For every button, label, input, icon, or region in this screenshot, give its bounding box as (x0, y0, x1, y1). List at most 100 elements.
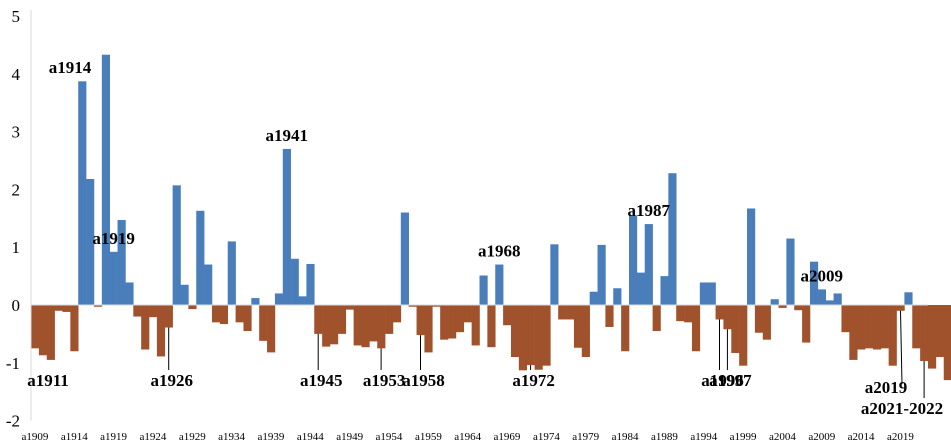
annotation-label: a1968 (478, 242, 521, 261)
y-tick-label: 2 (12, 180, 21, 199)
bar-1931 (204, 264, 213, 305)
x-tick-label: a1964 (454, 431, 481, 443)
bar-2005 (786, 238, 795, 305)
x-tick-label: a1979 (572, 431, 599, 443)
annotation-label: a1997 (709, 371, 752, 390)
bar-1976 (558, 305, 567, 320)
bar-1914 (70, 305, 79, 352)
annotation-label: a1996 (701, 371, 744, 390)
bar-1936 (243, 305, 252, 332)
y-tick-label: 0 (12, 296, 21, 315)
bar-2011 (833, 293, 842, 305)
x-tick-label: a1934 (218, 431, 245, 443)
annotation-label: a1941 (265, 126, 308, 145)
x-tick-label: a2009 (808, 431, 835, 443)
bar-1999 (739, 305, 748, 366)
bar-1993 (691, 305, 701, 352)
bar-1985 (629, 215, 638, 305)
bar-1922 (133, 305, 142, 317)
bar-1966 (479, 275, 488, 305)
bar-1965 (471, 305, 480, 346)
bar-1963 (455, 305, 465, 333)
bar-1968 (495, 264, 504, 305)
y-tick-label: 1 (12, 238, 21, 257)
x-tick-label: a2004 (769, 431, 796, 443)
bar-1952 (369, 305, 378, 342)
bar-2001 (754, 305, 764, 333)
bar-2017 (880, 305, 889, 349)
bar-1924 (149, 305, 158, 318)
x-tick-label: a1969 (494, 431, 521, 443)
bar-2006 (794, 305, 803, 311)
bar-undefined (943, 305, 951, 381)
bar-1989 (660, 276, 669, 305)
y-tick-label: -2 (6, 412, 20, 431)
bar-1974 (542, 305, 551, 366)
annotation-label: a2009 (801, 266, 844, 285)
bar-1944 (306, 263, 315, 305)
bar-1956 (400, 212, 409, 305)
bar-1987 (644, 224, 653, 305)
bar-1937 (251, 298, 260, 305)
bar-1911 (46, 305, 55, 360)
bar-1930 (196, 210, 205, 305)
bar-1955 (392, 305, 402, 323)
bar-1957 (408, 305, 417, 307)
y-tick-label: 3 (12, 123, 21, 142)
bar-1979 (581, 305, 590, 358)
bar-1946 (322, 305, 331, 347)
bar-1978 (573, 305, 583, 348)
annotation-label: a1919 (92, 229, 135, 248)
bar-1994 (699, 282, 708, 305)
bar-1928 (180, 284, 189, 305)
bar-1917 (93, 305, 103, 307)
x-tick-label: a1939 (258, 431, 285, 443)
x-tick-label: a1959 (415, 431, 442, 443)
annotation-label: a1987 (627, 201, 670, 220)
bar-1950 (353, 305, 362, 346)
annotation-label: a1945 (300, 371, 343, 390)
bar-1984 (621, 305, 630, 352)
bar-1921 (125, 282, 134, 305)
bar-2008 (809, 261, 819, 305)
bar-1909 (31, 305, 40, 349)
bar-1919 (109, 251, 118, 305)
bar-2019 (896, 305, 905, 311)
y-tick-labels: -2 -1 0 1 2 3 4 5 (6, 7, 21, 431)
bar-1926 (164, 305, 173, 328)
bar-1972 (526, 305, 535, 366)
bar-1971 (518, 305, 528, 371)
x-tick-labels: a1909 a1914 a1919 a1924 a1929 a1934 a1939 a1944… (21, 431, 914, 443)
bars-group (31, 54, 951, 381)
bar-1973 (534, 305, 543, 370)
bar-2021 (912, 305, 921, 349)
bar-1967 (487, 305, 496, 348)
bar-1913 (62, 305, 71, 312)
bar-2002 (762, 305, 771, 340)
bar-1935 (235, 305, 244, 323)
bar-1998 (731, 305, 740, 353)
bar-2015 (865, 305, 874, 349)
bar-1953 (377, 305, 386, 349)
bar-1990 (668, 173, 677, 305)
bar-1980 (589, 291, 598, 305)
bar-2012 (841, 305, 850, 333)
bar-2016 (872, 305, 882, 350)
annotation-label: a1958 (402, 371, 445, 390)
bar-2004 (778, 305, 787, 308)
annotation-leader-line (900, 310, 903, 385)
bar-1915 (78, 81, 87, 305)
bar-undefined (935, 305, 945, 358)
x-tick-label: a2019 (887, 431, 914, 443)
x-tick-label: a1944 (297, 431, 324, 443)
x-tick-label: a1919 (100, 431, 127, 443)
bar-2013 (849, 305, 858, 360)
bar-1940 (274, 293, 284, 305)
bar-1912 (54, 305, 63, 311)
annotation-label: a1911 (27, 371, 69, 390)
bar-1941 (282, 148, 291, 305)
x-tick-label: a1974 (533, 431, 560, 443)
bar-2022 (920, 305, 929, 362)
x-tick-label: a1929 (179, 431, 206, 443)
